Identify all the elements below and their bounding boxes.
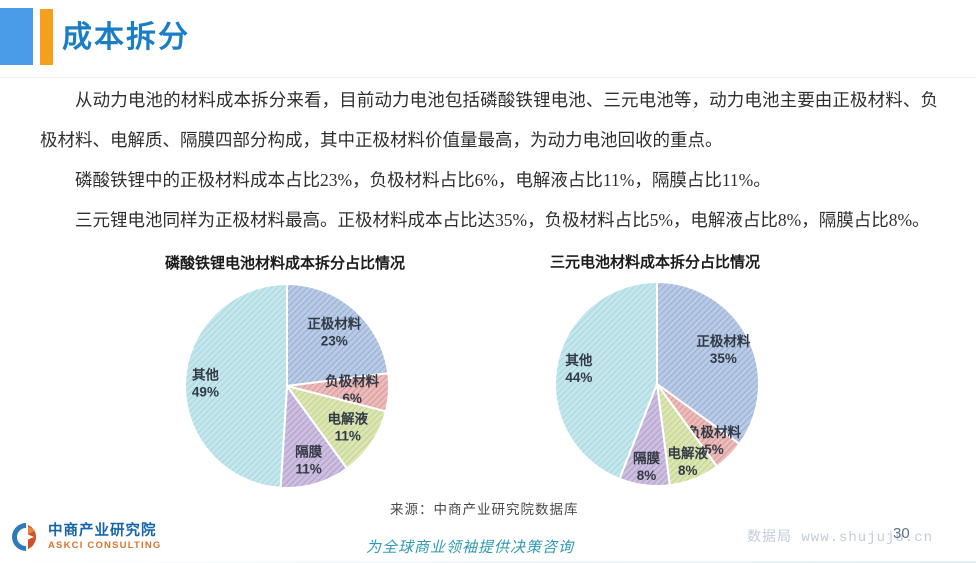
- pie-slice-value: 11%: [295, 461, 321, 476]
- pie-slice: [656, 281, 760, 445]
- page-number: 30: [893, 525, 910, 542]
- pie-slice: [286, 385, 387, 470]
- pie-slice-label: 隔膜: [633, 450, 660, 466]
- pie-slice-value: 8%: [637, 468, 657, 483]
- pie-slice: [279, 385, 348, 489]
- pie-slice: [554, 281, 658, 480]
- company-logo: 中商产业研究院 ASKCI CONSULTING: [10, 521, 162, 553]
- pie-slice-label: 其他: [192, 366, 219, 382]
- pie-slice-value: 11%: [335, 428, 361, 443]
- pie-slice-label: 负极材料: [687, 424, 741, 440]
- pie-slice-label: 负极材料: [325, 373, 379, 389]
- footer-tagline: 为全球商业领袖提供决策咨询: [365, 540, 574, 556]
- header-divider: [0, 77, 976, 78]
- source-note: 来源：中商产业研究院数据库: [390, 502, 579, 517]
- company-logo-text: 中商产业研究院 ASKCI CONSULTING: [48, 523, 162, 552]
- chart-title-ternary: 三元电池材料成本拆分占比情况: [549, 254, 760, 271]
- bottom-accent-strip: [0, 561, 976, 563]
- pie-slice-label: 正极材料: [307, 315, 361, 331]
- header-accent-bar-icon: [40, 9, 53, 65]
- paragraph-lfp: 磷酸铁锂中的正极材料成本占比23%，负极材料占比6%，电解液占比11%，隔膜占比…: [75, 170, 771, 190]
- pie-slice-label: 隔膜: [295, 443, 323, 459]
- pie-slice-label: 电解液: [668, 445, 709, 461]
- pie-slice-value: 5%: [704, 442, 724, 457]
- pie-chart-ternary: 正极材料 35% 负极材料 5%电解液 8% 隔膜 8% 其他 44%: [554, 281, 760, 487]
- pie-slice-label: 正极材料: [696, 333, 750, 349]
- header-accent-square-icon: [0, 8, 33, 65]
- pie-slice-value: 23%: [321, 333, 348, 348]
- page-title: 成本拆分: [62, 21, 190, 54]
- company-logo-icon: [12, 523, 37, 551]
- pie-slice: [286, 283, 390, 387]
- pie-slice-label: 电解液: [327, 410, 368, 426]
- pie-slice-value: 35%: [710, 351, 737, 366]
- company-name-cn: 中商产业研究院: [48, 522, 157, 539]
- pie-slice-value: 49%: [192, 384, 219, 399]
- paragraph-ternary: 三元锂电池同样为正极材料最高。正极材料成本占比达35%，负极材料占比5%，电解液…: [75, 210, 930, 230]
- pie-slice-value: 8%: [678, 463, 698, 478]
- pie-slice-value: 44%: [565, 370, 592, 385]
- paragraph-intro: 从动力电池的材料成本拆分来看，目前动力电池包括磷酸铁锂电池、三元电池等，动力电池…: [40, 90, 938, 150]
- pie-slice: [184, 283, 288, 489]
- watermark: 数据局 www.shujuju.cn: [747, 530, 934, 546]
- chart-title-lfp: 磷酸铁锂电池材料成本拆分占比情况: [164, 255, 405, 272]
- body-text: 从动力电池的材料成本拆分来看，目前动力电池包括磷酸铁锂电池、三元电池等，动力电池…: [40, 80, 938, 240]
- pie-slice-label: 其他: [565, 352, 592, 368]
- company-name-en: ASKCI CONSULTING: [48, 539, 162, 551]
